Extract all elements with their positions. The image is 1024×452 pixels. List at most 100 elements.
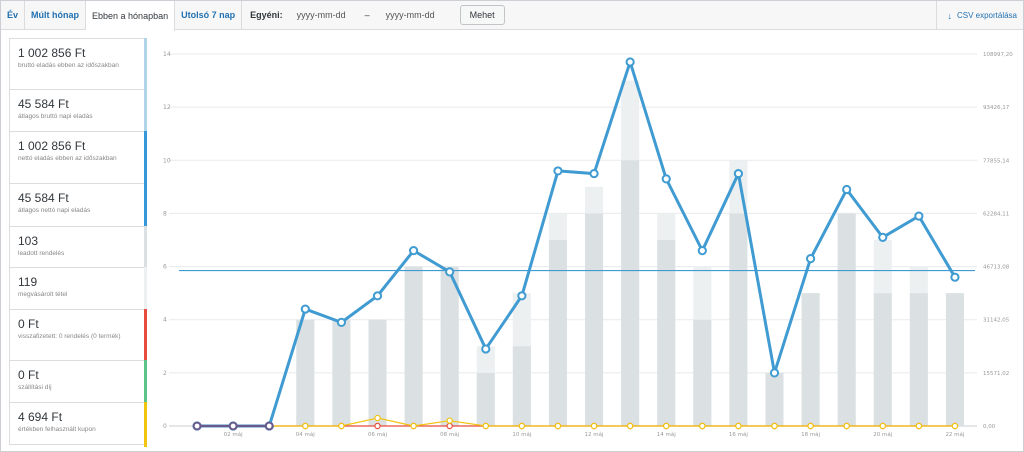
legend-value: 0 Ft bbox=[18, 368, 39, 382]
legend-value: 119 bbox=[18, 275, 38, 289]
right-tick-label: 46713,08 bbox=[983, 265, 1010, 271]
legend-color-bar bbox=[144, 183, 147, 227]
series-point bbox=[408, 246, 419, 256]
series-point bbox=[805, 254, 816, 264]
bar-orders bbox=[440, 266, 459, 426]
series-point bbox=[807, 422, 814, 430]
left-tick-label: 4 bbox=[163, 317, 167, 324]
right-tick-label: 62284,11 bbox=[983, 211, 1009, 217]
tab-this-month[interactable]: Ebben a hónapban bbox=[86, 0, 176, 31]
series-point bbox=[554, 422, 562, 430]
legend-item[interactable]: 45 584 Ft átlagos nettó napi eladás bbox=[10, 183, 147, 227]
right-tick-label: 108997,20 bbox=[983, 52, 1013, 58]
x-tick-label: 18 máj bbox=[801, 431, 820, 438]
series-point bbox=[769, 368, 780, 378]
tab-last-month[interactable]: Múlt hónap bbox=[25, 0, 87, 30]
legend-color-bar bbox=[144, 309, 147, 361]
series-point bbox=[771, 422, 778, 430]
right-tick-label: 93426,17 bbox=[983, 105, 1010, 111]
series-point bbox=[374, 422, 381, 430]
bar-orders bbox=[693, 319, 712, 426]
legend-item[interactable]: 1 002 856 Ft bruttó eladás ebben az idősz… bbox=[10, 38, 147, 90]
x-tick-label: 20 máj bbox=[873, 431, 892, 438]
series-point bbox=[590, 422, 598, 430]
series-point bbox=[410, 422, 417, 430]
baseline-start-point bbox=[192, 421, 202, 431]
legend-value: 0 Ft bbox=[18, 317, 39, 331]
legend-value: 45 584 Ft bbox=[18, 191, 69, 205]
series-point bbox=[553, 166, 563, 176]
left-tick-label: 12 bbox=[163, 104, 171, 111]
legend-color-bar bbox=[144, 402, 147, 447]
series-point bbox=[300, 304, 310, 314]
legend-item[interactable]: 1 002 856 Ft nettó eladás ebben az idősza… bbox=[10, 131, 147, 184]
legend-label: átlagos nettó napi eladás bbox=[18, 207, 91, 214]
legend-item[interactable]: 103 leadott rendelés bbox=[10, 226, 147, 268]
series-point bbox=[336, 317, 347, 327]
series-point bbox=[950, 272, 960, 282]
left-tick-label: 0 bbox=[163, 423, 167, 430]
series-point bbox=[733, 168, 744, 179]
series-line bbox=[197, 60, 957, 428]
legend-item[interactable]: 0 Ft szállítási díj bbox=[10, 360, 147, 403]
series-point bbox=[878, 232, 888, 242]
bar-orders bbox=[621, 160, 640, 426]
sales-chart-svg: 0 0,00 2 15571,02 4 31142,05 6 46713,08 8 62284,1… bbox=[163, 51, 1013, 438]
series-point bbox=[589, 168, 599, 179]
series-point bbox=[446, 417, 453, 424]
bar-orders bbox=[801, 293, 820, 426]
tab-last-7-days[interactable]: Utolsó 7 nap bbox=[175, 0, 243, 30]
series-point bbox=[697, 246, 707, 256]
legend-label: visszafizetett: 0 rendelés (0 termék) bbox=[18, 333, 121, 340]
series-point bbox=[699, 422, 706, 430]
left-tick-label: 8 bbox=[163, 210, 167, 217]
series-point bbox=[481, 344, 491, 354]
series-point bbox=[915, 422, 923, 430]
right-tick-label: 31142,05 bbox=[983, 318, 1010, 324]
legend-label: értékben felhasznált kupon bbox=[18, 426, 96, 433]
baseline-start-point bbox=[228, 421, 238, 431]
legend-label: megvásárolt tétel bbox=[18, 291, 68, 298]
go-button[interactable]: Mehet bbox=[459, 5, 505, 25]
legend-color-bar bbox=[144, 267, 147, 310]
bar-orders bbox=[909, 293, 928, 426]
legend-item[interactable]: 45 584 Ft átlagos bruttó napi eladás bbox=[10, 89, 147, 132]
series-point bbox=[338, 422, 345, 430]
date-from-input[interactable]: yyyy-mm-dd bbox=[296, 10, 346, 20]
bar-orders bbox=[657, 240, 676, 426]
series-point bbox=[735, 422, 742, 430]
bar-orders bbox=[765, 372, 784, 426]
right-tick-label: 0,00 bbox=[983, 424, 996, 430]
series-point bbox=[517, 291, 527, 301]
bar-orders bbox=[585, 213, 604, 426]
right-tick-label: 15571,02 bbox=[983, 371, 1009, 377]
series-point bbox=[518, 422, 526, 430]
bar-orders bbox=[476, 372, 495, 426]
x-tick-label: 12 máj bbox=[585, 431, 604, 438]
baseline-start-point bbox=[264, 421, 274, 431]
legend-item[interactable]: 0 Ft visszafizetett: 0 rendelés (0 termék… bbox=[10, 309, 147, 361]
series-line bbox=[197, 417, 955, 427]
bar-orders bbox=[837, 213, 856, 426]
legend-label: leadott rendelés bbox=[18, 250, 65, 257]
x-tick-label: 08 máj bbox=[440, 431, 459, 438]
legend-item[interactable]: 119 megvásárolt tétel bbox=[10, 267, 147, 310]
right-tick-label: 77855,14 bbox=[983, 158, 1010, 164]
legend-item[interactable]: 4 694 Ft értékben felhasznált kupon bbox=[10, 402, 147, 447]
date-to-input[interactable]: yyyy-mm-dd bbox=[385, 10, 435, 20]
bar-orders bbox=[873, 293, 892, 426]
x-tick-label: 04 máj bbox=[296, 431, 315, 438]
legend-label: bruttó eladás ebben az időszakban bbox=[18, 62, 119, 69]
left-tick-label: 6 bbox=[163, 264, 167, 271]
series-point bbox=[302, 422, 309, 430]
tab-year[interactable]: Év bbox=[1, 0, 26, 30]
legend-color-bar bbox=[144, 360, 147, 403]
left-tick-label: 2 bbox=[163, 370, 167, 377]
legend-label: átlagos bruttó napi eladás bbox=[18, 113, 93, 120]
x-tick-label: 16 máj bbox=[729, 431, 748, 438]
series-point bbox=[842, 184, 852, 195]
csv-export-link[interactable]: ↓ CSV exportálása bbox=[936, 1, 1017, 30]
legend-color-bar bbox=[144, 131, 147, 184]
legend-color-bar bbox=[144, 38, 147, 90]
